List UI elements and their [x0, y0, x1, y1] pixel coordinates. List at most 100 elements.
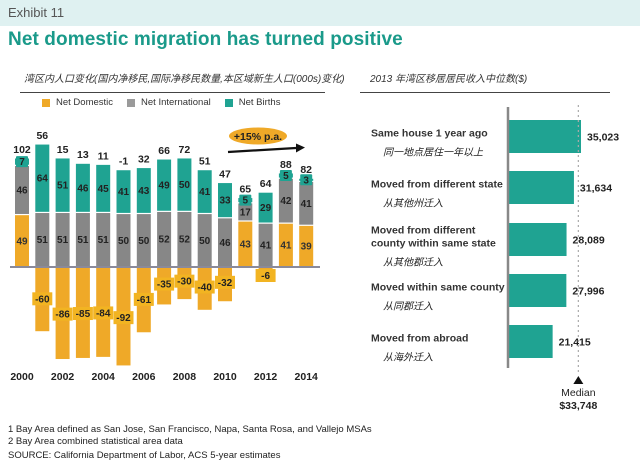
bar-international-2004	[96, 213, 111, 267]
data-label-births-2000: 7	[19, 157, 25, 168]
data-label-international-2002: 51	[57, 235, 69, 246]
total-label-2005: -1	[119, 156, 128, 168]
data-label-domestic-2003: -85	[76, 309, 91, 320]
data-label-international-2011: 17	[240, 207, 252, 218]
bar-international-2011	[238, 203, 253, 221]
x-tick-label-2006: 2006	[132, 371, 156, 383]
label-bg-domestic-2006	[133, 292, 154, 306]
data-label-international-2003: 51	[77, 235, 89, 246]
category-label-4-line-0: Moved from abroad	[371, 333, 468, 345]
bar-births-2008	[177, 158, 192, 211]
data-label-births-2008: 50	[179, 180, 191, 191]
trend-arrow	[227, 146, 297, 154]
left-chart-title: 湾区内人口变化(国内净移民,国际净移民数量,本区域新生人口(000s)变化)	[24, 74, 345, 85]
bar-international-2002	[55, 213, 70, 267]
bar-domestic-2011	[238, 221, 253, 267]
legend-swatch-domestic	[42, 98, 50, 107]
total-label-2007: 66	[158, 145, 170, 157]
data-label-domestic-2005: -92	[116, 313, 131, 324]
value-label-1: 31,634	[580, 183, 612, 195]
data-label-international-2001: 51	[37, 235, 49, 246]
data-label-domestic-2013: 41	[280, 241, 292, 252]
x-tick-label-2012: 2012	[254, 371, 278, 383]
legend-item-domestic: Net Domestic	[42, 97, 113, 108]
data-label-domestic-2009: -40	[197, 283, 212, 294]
data-label-international-2014: 41	[301, 199, 313, 210]
value-label-2: 28,089	[573, 235, 605, 247]
bar-domestic-2000	[15, 215, 29, 267]
data-label-births-2012: 29	[260, 203, 272, 214]
x-tick-label-2014: 2014	[295, 371, 319, 383]
bar-international-2007	[157, 211, 172, 267]
legend-label-births: Net Births	[238, 97, 281, 108]
total-label-2001: 56	[36, 130, 48, 142]
source-note: SOURCE: California Department of Labor, …	[8, 450, 281, 461]
data-label-domestic-2000: 49	[16, 236, 28, 247]
bar-row-3	[508, 274, 567, 307]
median-marker-icon	[573, 376, 584, 384]
data-label-international-2007: 52	[159, 235, 171, 246]
horizontal-bar-chart: 35,023 Same house 1 year ago 同一地点居住一年以上 31,…	[371, 105, 619, 412]
data-label-domestic-2002: -86	[55, 310, 70, 321]
bar-international-2000	[15, 165, 29, 214]
data-label-births-2007: 49	[159, 181, 171, 192]
right-chart-rule	[360, 92, 610, 93]
data-label-international-2004: 51	[98, 235, 110, 246]
x-tick-label-2004: 2004	[92, 371, 116, 383]
x-tick-label-2008: 2008	[173, 371, 197, 383]
total-label-2013: 88	[280, 159, 292, 171]
data-label-international-2013: 42	[280, 196, 292, 207]
bar-births-2012	[258, 192, 273, 223]
legend-item-births: Net Births	[224, 97, 281, 108]
value-label-4: 21,415	[559, 337, 591, 349]
data-label-births-2004: 45	[98, 184, 110, 195]
median-label: Median	[561, 387, 596, 399]
total-label-2000: 102	[13, 144, 31, 156]
bar-row-1	[508, 171, 574, 204]
total-label-2014: 82	[300, 164, 312, 176]
data-label-international-2012: 41	[260, 241, 272, 252]
bar-international-2001	[35, 213, 50, 267]
data-label-births-2001: 64	[37, 174, 49, 185]
trend-arrow-head	[296, 143, 305, 153]
left-chart-legend: Net Domestic Net International Net Birth…	[42, 97, 280, 108]
trend-annotation: +15% p.a.	[227, 127, 305, 154]
data-label-domestic-2007: -35	[157, 280, 172, 291]
category-label-3-line-0: Moved within same county	[371, 282, 505, 294]
bar-international-2006	[136, 214, 151, 267]
category-label-cn-3: 从同郡迁入	[383, 301, 433, 313]
median-value: $33,748	[559, 400, 597, 412]
bar-domestic-2014	[299, 225, 314, 267]
bar-births-2003	[75, 163, 90, 212]
bar-row-2	[508, 223, 567, 256]
data-label-international-2000: 46	[16, 185, 28, 196]
bar-row-4	[508, 325, 553, 358]
data-label-domestic-2008: -30	[177, 277, 192, 288]
bar-births-2001	[35, 144, 50, 212]
category-label-cn-0: 同一地点居住一年以上	[383, 147, 484, 159]
category-label-cn-1: 从其他州迁入	[383, 198, 443, 210]
data-label-domestic-2011: 43	[240, 239, 252, 250]
data-label-births-2013: 5	[283, 171, 289, 182]
total-label-2011: 65	[239, 183, 251, 195]
label-bg-domestic-2010	[215, 275, 235, 289]
total-label-2006: 32	[138, 153, 150, 165]
total-label-2009: 51	[199, 156, 211, 168]
annotation-pill	[229, 127, 287, 145]
data-label-international-2008: 52	[179, 235, 191, 246]
legend-swatch-international	[127, 98, 136, 107]
data-label-births-2014: 3	[303, 175, 309, 186]
label-bg-domestic-2005	[113, 311, 134, 325]
label-bg-domestic-2012	[255, 269, 276, 282]
label-bg-domestic-2008	[174, 274, 195, 288]
total-label-2010: 47	[219, 168, 231, 180]
total-label-2012: 64	[260, 178, 272, 190]
data-label-births-2002: 51	[57, 181, 69, 192]
total-label-2008: 72	[179, 144, 191, 156]
data-label-domestic-2010: -32	[218, 278, 233, 289]
data-label-domestic-2014: 39	[301, 242, 313, 253]
bar-international-2014	[299, 182, 314, 225]
bar-births-2010	[218, 183, 232, 218]
data-label-births-2006: 43	[138, 186, 150, 197]
data-label-births-2011: 5	[243, 196, 249, 207]
